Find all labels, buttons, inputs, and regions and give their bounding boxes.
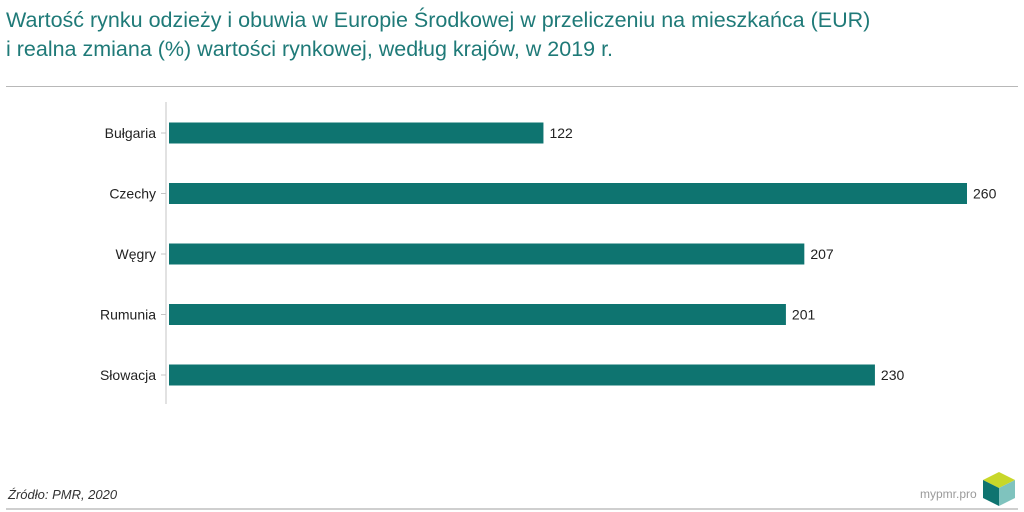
data-label: 201: [792, 307, 816, 323]
footer-divider: [6, 508, 1018, 510]
bar: [169, 243, 805, 265]
category-label: Czechy: [109, 186, 156, 202]
category-label: Bułgaria: [105, 125, 157, 141]
bar: [169, 122, 544, 144]
category-label: Słowacja: [100, 367, 156, 383]
data-label: 230: [881, 367, 905, 383]
title-divider: [6, 86, 1018, 87]
data-label: 207: [810, 246, 834, 262]
title-line-1: Wartość rynku odzieży i obuwia w Europie…: [6, 8, 871, 32]
pmr-logo-icon: [983, 472, 1015, 506]
title-line-2: i realna zmiana (%) wartości rynkowej, w…: [6, 37, 614, 61]
bar: [169, 304, 786, 325]
data-label: 260: [973, 186, 997, 202]
data-label: 122: [549, 125, 573, 141]
source-note: Źródło: PMR, 2020: [8, 487, 118, 502]
chart-title: Wartość rynku odzieży i obuwia w Europie…: [6, 6, 1006, 64]
bar: [169, 364, 875, 386]
brand-label: mypmr.pro: [920, 487, 977, 501]
bar: [169, 183, 967, 204]
category-label: Rumunia: [100, 307, 156, 323]
category-label: Węgry: [116, 246, 156, 262]
